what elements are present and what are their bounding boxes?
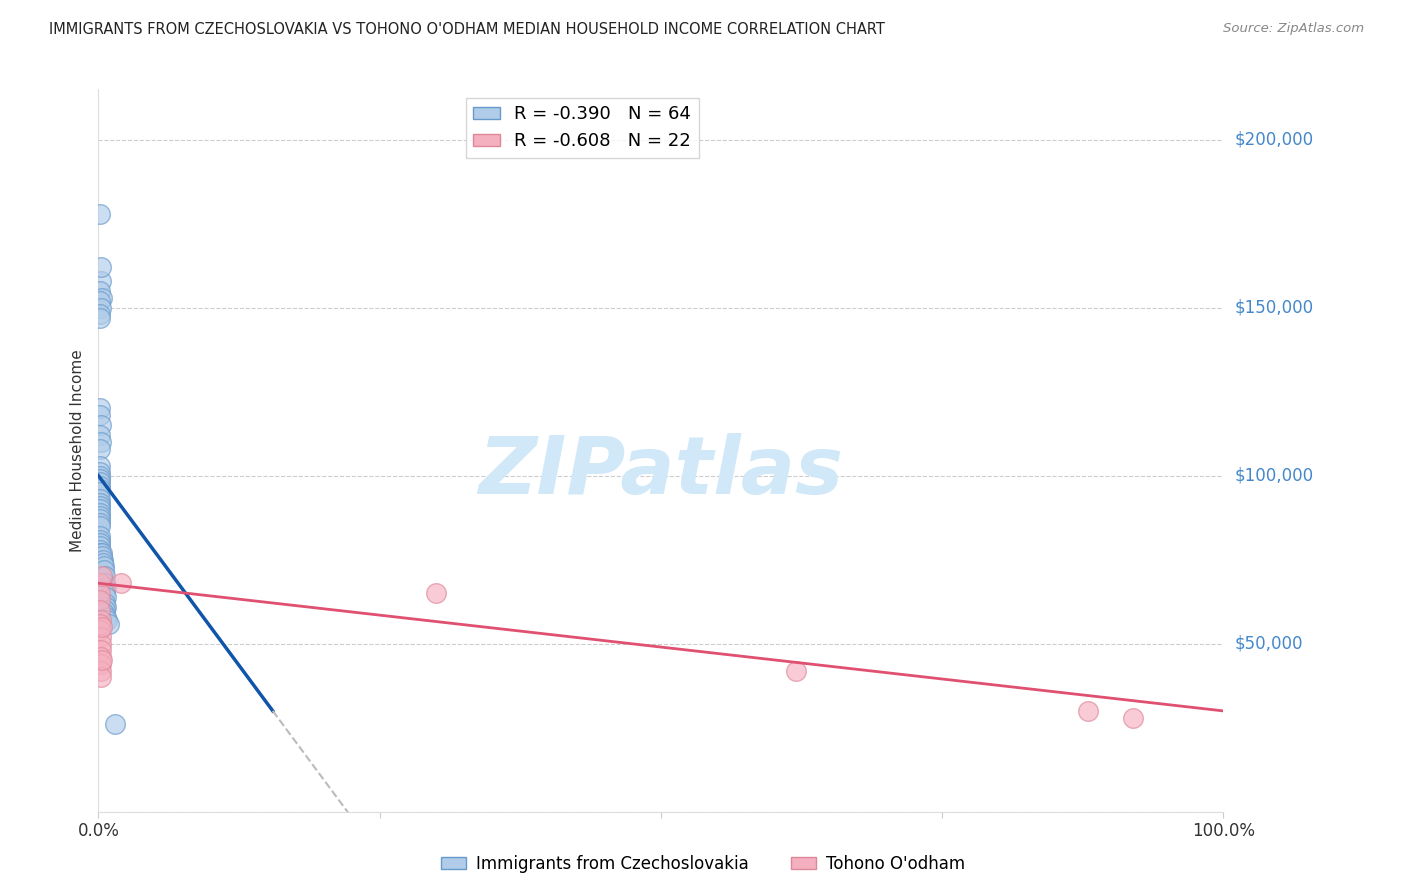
Point (90, 637, 112, 651)
Point (96, 580, 118, 594)
Point (90, 650, 112, 665)
Point (94, 603, 117, 617)
Point (90, 613, 112, 627)
Point (89, 536, 111, 550)
Point (89, 495, 111, 509)
Point (90, 260, 112, 275)
Point (89, 576, 111, 591)
Point (90, 569, 112, 583)
Text: ZIPatlas: ZIPatlas (478, 434, 844, 511)
Point (89, 475, 111, 490)
Point (96, 609, 118, 624)
Point (785, 664, 807, 678)
Point (90, 435, 112, 450)
Point (89, 624, 111, 638)
Point (425, 586, 447, 600)
Point (89, 492, 111, 507)
Point (89, 542, 111, 557)
Point (1122, 711, 1144, 725)
Point (89, 586, 111, 600)
Point (90, 546, 112, 560)
Point (90, 664, 112, 678)
Point (89, 284, 111, 298)
Point (94, 569, 117, 583)
Point (89, 482, 111, 496)
Text: $200,000: $200,000 (1234, 130, 1313, 149)
Point (96, 599, 118, 614)
Text: $100,000: $100,000 (1234, 467, 1313, 484)
Point (89, 569, 111, 583)
Point (97, 616, 120, 631)
Y-axis label: Median Household Income: Median Household Income (69, 349, 84, 552)
Text: Source: ZipAtlas.com: Source: ZipAtlas.com (1223, 22, 1364, 36)
Point (90, 657, 112, 671)
Point (89, 563, 111, 577)
Point (89, 593, 111, 607)
Point (110, 576, 132, 591)
Point (89, 519, 111, 533)
Text: IMMIGRANTS FROM CZECHOSLOVAKIA VS TOHONO O'ODHAM MEDIAN HOUSEHOLD INCOME CORRELA: IMMIGRANTS FROM CZECHOSLOVAKIA VS TOHONO… (49, 22, 886, 37)
Point (89, 408, 111, 422)
Point (90, 643, 112, 657)
Point (89, 508, 111, 523)
Point (96, 613, 118, 627)
Point (89, 516, 111, 530)
Point (90, 418, 112, 433)
Point (93, 563, 115, 577)
Text: $150,000: $150,000 (1234, 299, 1313, 317)
Point (89, 206, 111, 220)
Point (89, 479, 111, 493)
Point (89, 468, 111, 483)
Point (90, 573, 112, 587)
Point (89, 506, 111, 520)
Point (90, 301, 112, 315)
Point (89, 502, 111, 516)
Point (90, 630, 112, 644)
Point (94, 586, 117, 600)
Point (90, 670, 112, 684)
Point (93, 607, 115, 621)
Text: $50,000: $50,000 (1234, 635, 1303, 653)
Point (89, 499, 111, 513)
Point (89, 428, 111, 442)
Point (89, 401, 111, 416)
Point (89, 472, 111, 486)
Point (89, 533, 111, 547)
Point (89, 310, 111, 325)
Point (1077, 704, 1099, 718)
Point (94, 576, 117, 591)
Point (89, 546, 111, 560)
Point (90, 274, 112, 288)
Point (90, 291, 112, 305)
Point (89, 465, 111, 479)
Point (91, 552, 114, 566)
Point (89, 307, 111, 321)
Point (89, 616, 111, 631)
Point (89, 539, 111, 553)
Point (89, 485, 111, 500)
Legend: Immigrants from Czechoslovakia, Tohono O'odham: Immigrants from Czechoslovakia, Tohono O… (434, 848, 972, 880)
Point (90, 549, 112, 564)
Point (94, 596, 117, 610)
Point (89, 529, 111, 543)
Point (89, 580, 111, 594)
Point (93, 559, 115, 574)
Point (89, 512, 111, 526)
Point (89, 566, 111, 581)
Point (96, 590, 118, 604)
Point (89, 603, 111, 617)
Point (104, 717, 127, 731)
Point (90, 653, 112, 667)
Point (93, 582, 115, 597)
Point (89, 442, 111, 456)
Point (90, 620, 112, 634)
Point (91, 556, 114, 570)
Point (89, 293, 111, 308)
Legend: R = -0.390   N = 64, R = -0.608   N = 22: R = -0.390 N = 64, R = -0.608 N = 22 (465, 98, 699, 158)
Point (89, 576, 111, 591)
Point (89, 458, 111, 473)
